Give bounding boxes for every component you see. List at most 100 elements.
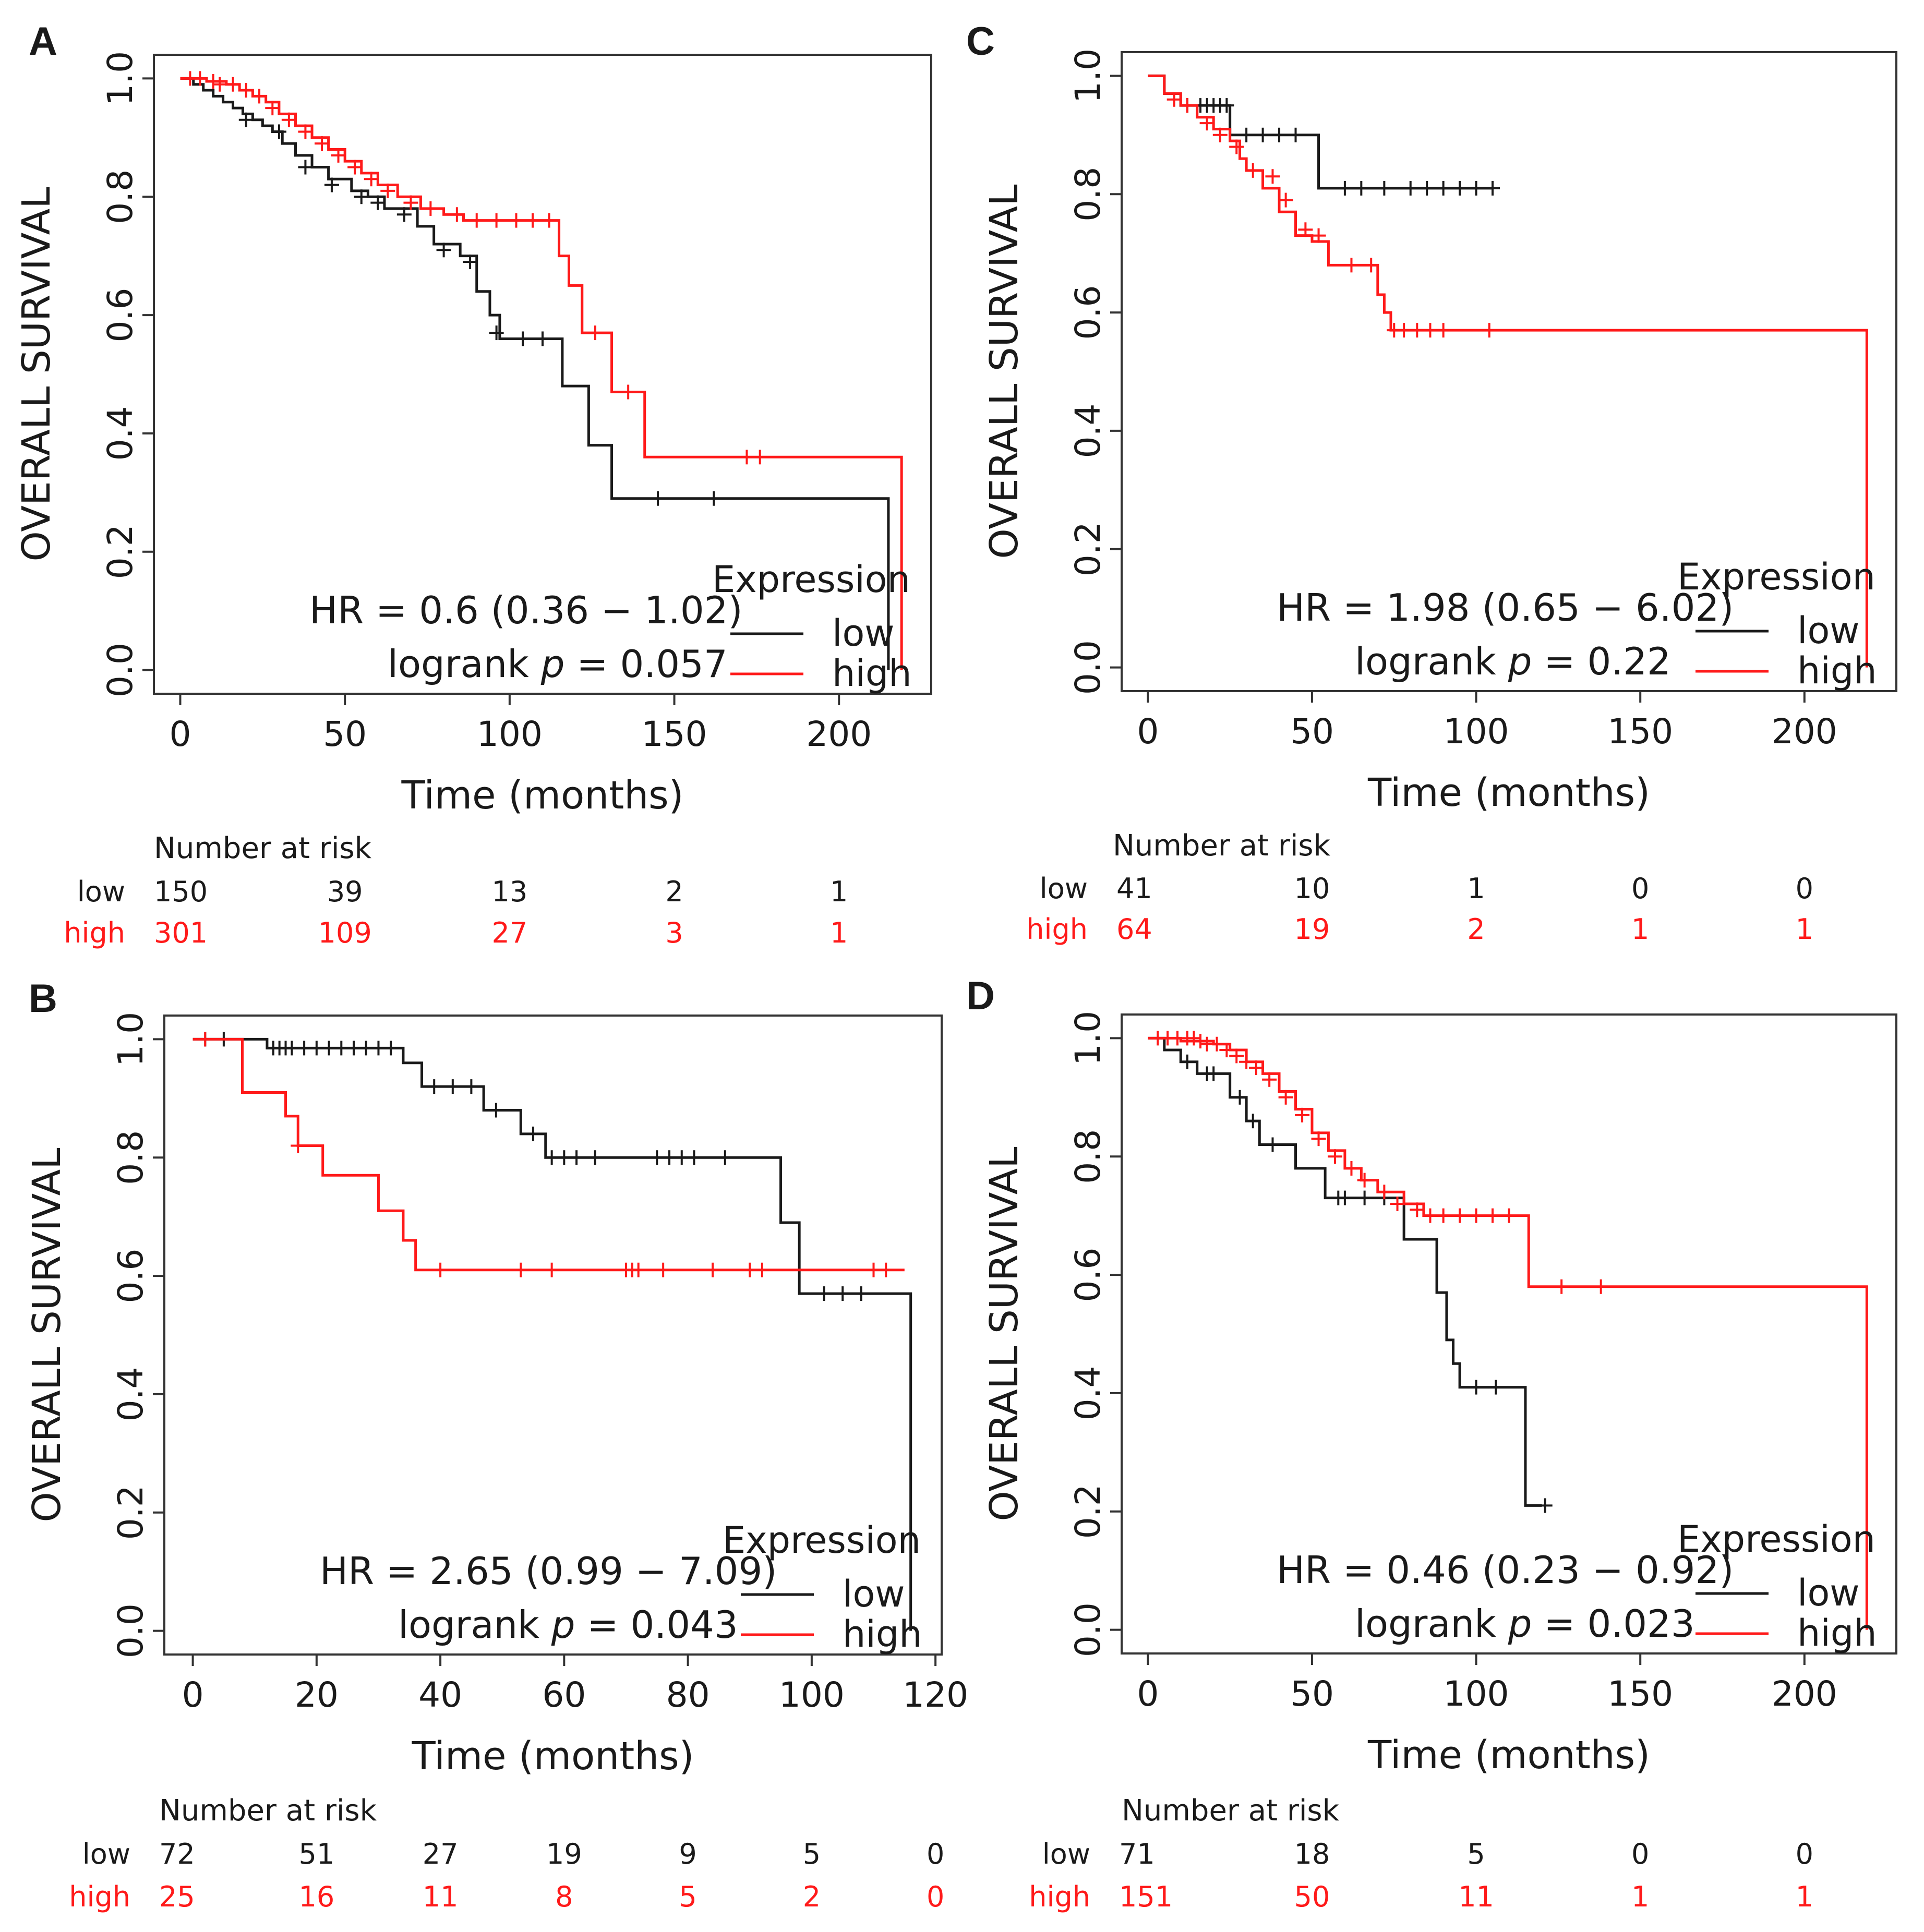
censor-mark-low xyxy=(1180,1054,1195,1069)
y-tick-label: 0.6 xyxy=(1068,285,1108,340)
censor-mark-high xyxy=(1328,1149,1343,1164)
y-tick-label: 0.8 xyxy=(100,170,140,224)
p-value: = 0.043 xyxy=(575,1603,738,1647)
y-tick-label: 1.0 xyxy=(1068,1011,1108,1066)
censor-mark-high xyxy=(1262,1072,1277,1087)
risk-count-high: 1 xyxy=(1796,913,1813,946)
censor-mark-low xyxy=(445,1079,460,1094)
plot-frame xyxy=(153,54,932,695)
censor-mark-low xyxy=(370,195,386,210)
censor-mark-high xyxy=(347,160,363,175)
risk-row-label-high: high xyxy=(1029,1880,1090,1913)
risk-count-low: 72 xyxy=(159,1838,195,1870)
censor-mark-high xyxy=(1410,323,1425,338)
censor-mark-high xyxy=(1311,1131,1326,1146)
logrank-text: logrank p = 0.057 xyxy=(388,642,728,686)
legend-title: Expression xyxy=(1677,1518,1875,1561)
y-tick-label: 0.8 xyxy=(1068,1129,1108,1184)
risk-count-high: 5 xyxy=(679,1880,696,1913)
y-tick-label: 0.2 xyxy=(111,1485,151,1540)
censor-mark-high xyxy=(238,83,254,98)
y-axis-label: OVERALL SURVIVAL xyxy=(982,184,1027,559)
censor-mark-high xyxy=(1239,1054,1254,1069)
legend-label-high: high xyxy=(832,652,912,695)
legend-title: Expression xyxy=(723,1519,921,1562)
censor-mark-low xyxy=(488,1103,503,1118)
risk-count-low: 5 xyxy=(803,1838,821,1870)
censor-mark-high xyxy=(225,77,240,92)
risk-count-low: 0 xyxy=(1631,872,1649,905)
y-tick-label: 0.4 xyxy=(100,406,140,461)
panel-a: A 0.0 0.2 0.4 0.6 0.8 1.0 0 50 100 150 200 OVERALL S… xyxy=(14,19,932,949)
censor-mark-low xyxy=(489,325,504,341)
risk-table-title: Number at risk xyxy=(1113,829,1331,863)
censor-mark-low xyxy=(674,1150,689,1165)
x-tick-label: 200 xyxy=(1772,1674,1837,1714)
x-tick-label: 0 xyxy=(170,714,191,754)
risk-count-high: 301 xyxy=(154,916,208,949)
censor-mark-low xyxy=(687,1150,702,1165)
censor-mark-low xyxy=(1436,180,1451,196)
risk-row-label-low: low xyxy=(82,1838,130,1870)
censor-mark-low xyxy=(427,1079,442,1094)
legend-label-low: low xyxy=(843,1573,905,1615)
censor-mark-high xyxy=(281,112,296,127)
censor-mark-low xyxy=(396,207,412,222)
legend-label-high: high xyxy=(843,1613,922,1656)
censor-mark-low xyxy=(238,112,254,127)
legend-label-low: low xyxy=(1797,1572,1860,1614)
censor-mark-low xyxy=(1469,1380,1484,1395)
censor-mark-high xyxy=(193,71,208,86)
censor-mark-high xyxy=(631,1262,646,1277)
y-tick-label: 0.4 xyxy=(111,1367,151,1421)
censor-mark-high xyxy=(1229,1048,1244,1064)
censor-mark-high xyxy=(739,450,754,465)
censor-mark-high xyxy=(423,201,438,216)
survival-curve-low xyxy=(1148,1036,1542,1507)
censor-mark-low xyxy=(535,331,550,346)
censor-mark-high xyxy=(1245,163,1260,178)
censor-mark-low xyxy=(1488,1380,1504,1395)
censor-mark-low xyxy=(1219,98,1234,113)
censor-mark-low xyxy=(324,177,339,192)
y-axis-label: OVERALL SURVIVAL xyxy=(982,1146,1027,1521)
censor-mark-high xyxy=(752,450,767,465)
risk-count-low: 1 xyxy=(830,875,848,908)
y-axis-label: OVERALL SURVIVAL xyxy=(14,187,59,561)
x-tick-label: 100 xyxy=(1444,1674,1509,1714)
censor-mark-high xyxy=(331,148,346,163)
y-tick-label: 1.0 xyxy=(100,51,140,106)
risk-count-low: 0 xyxy=(1796,1838,1813,1870)
risk-count-high: 11 xyxy=(423,1880,459,1913)
censor-mark-low xyxy=(835,1286,850,1301)
censor-mark-high xyxy=(206,74,221,89)
censor-mark-high xyxy=(1436,1208,1451,1223)
censor-mark-high xyxy=(705,1262,720,1277)
risk-count-high: 2 xyxy=(803,1880,821,1913)
risk-row-label-high: high xyxy=(69,1880,130,1913)
y-tick-label: 0.2 xyxy=(100,524,140,579)
censor-mark-low xyxy=(1354,180,1369,196)
y-tick-label: 0.0 xyxy=(111,1603,151,1658)
censor-mark-low xyxy=(1245,1114,1260,1129)
censor-mark-high xyxy=(656,1262,671,1277)
panel-letter: D xyxy=(966,974,995,1018)
x-axis-label: Time (months) xyxy=(411,1734,694,1779)
y-axis-label: OVERALL SURVIVAL xyxy=(25,1148,69,1522)
censor-mark-high xyxy=(1199,116,1214,131)
panel-letter: B xyxy=(29,976,57,1021)
censor-mark-high xyxy=(1278,192,1293,208)
logrank-label: logrank xyxy=(398,1603,551,1647)
censor-mark-low xyxy=(383,1041,399,1056)
legend-title: Expression xyxy=(712,558,910,601)
risk-count-high: 1 xyxy=(830,916,848,949)
censor-mark-low xyxy=(650,491,665,506)
censor-mark-high xyxy=(754,1262,769,1277)
risk-count-low: 39 xyxy=(327,875,363,908)
y-tick-label: 0.4 xyxy=(1068,1366,1108,1420)
censor-mark-high xyxy=(1229,139,1244,154)
censor-mark-high xyxy=(489,213,504,228)
risk-count-high: 27 xyxy=(492,916,528,949)
censor-mark-high xyxy=(1209,1036,1224,1052)
censor-mark-low xyxy=(1206,1066,1221,1081)
